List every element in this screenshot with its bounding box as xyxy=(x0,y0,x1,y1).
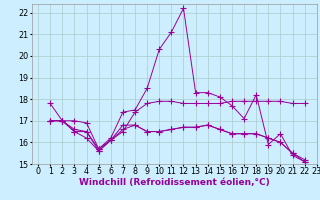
X-axis label: Windchill (Refroidissement éolien,°C): Windchill (Refroidissement éolien,°C) xyxy=(79,178,270,187)
